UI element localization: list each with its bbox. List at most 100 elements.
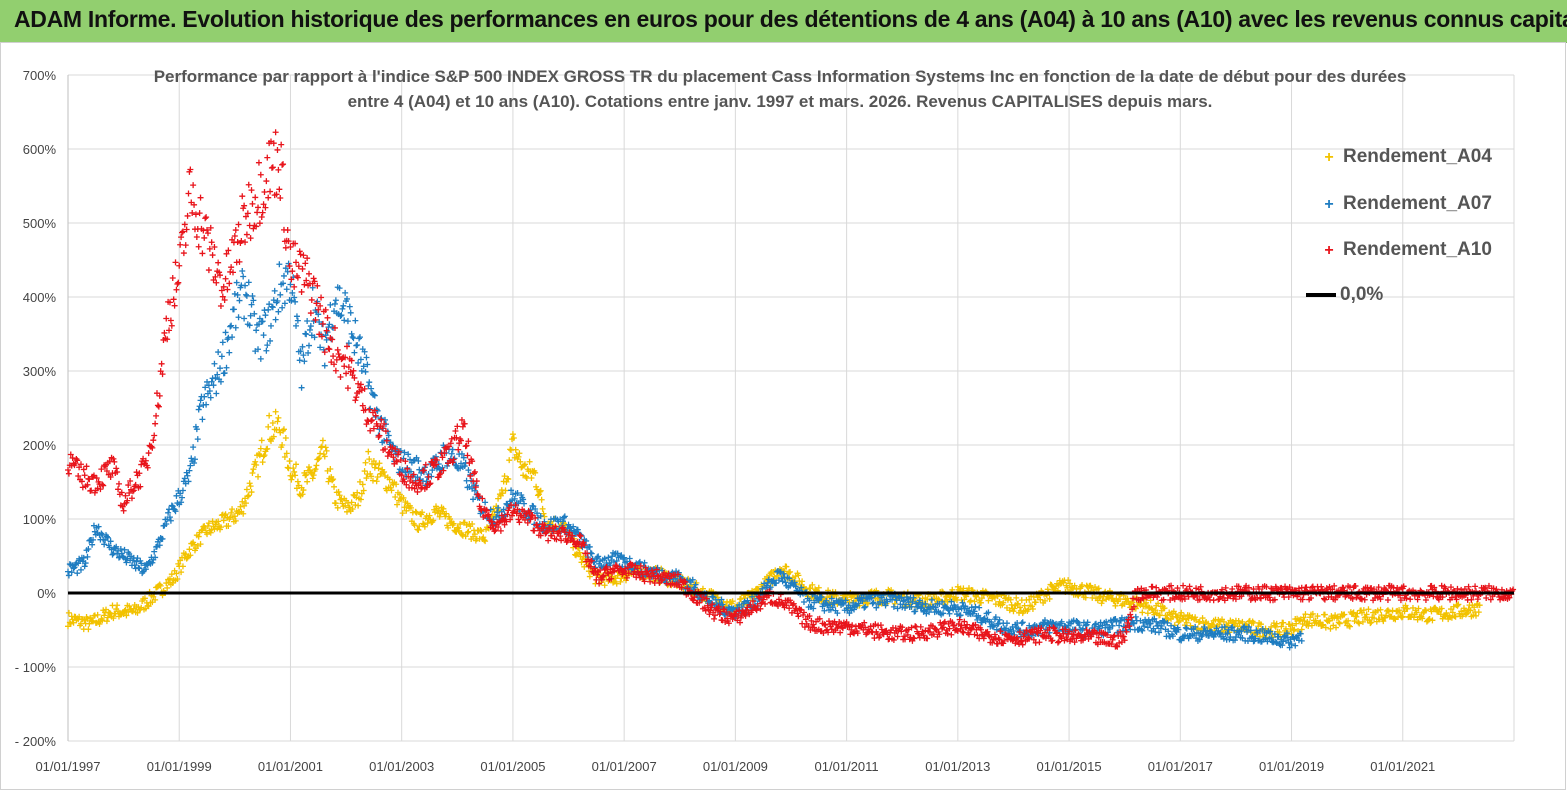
data-point <box>109 551 116 558</box>
data-point <box>613 580 620 587</box>
data-point <box>963 624 970 631</box>
data-point <box>402 469 409 476</box>
data-point <box>1038 625 1045 632</box>
data-point <box>521 500 528 507</box>
data-point <box>978 626 985 633</box>
data-point <box>164 584 171 591</box>
data-point <box>365 448 372 455</box>
data-point <box>1013 594 1020 601</box>
data-point <box>305 349 312 356</box>
data-point <box>1030 636 1037 643</box>
data-point <box>398 472 405 479</box>
data-point <box>256 315 263 322</box>
data-point <box>273 191 280 198</box>
data-point <box>104 534 111 541</box>
data-point <box>77 461 84 468</box>
data-point <box>1192 623 1199 630</box>
data-point <box>194 436 201 443</box>
data-point <box>822 621 829 628</box>
data-point <box>259 318 266 325</box>
legend-marker-zero <box>1306 292 1336 297</box>
data-point <box>208 239 215 246</box>
data-point <box>127 477 134 484</box>
data-point <box>341 317 348 324</box>
data-point <box>610 568 617 575</box>
data-point <box>298 384 305 391</box>
data-point <box>245 279 252 286</box>
data-point <box>123 559 130 566</box>
data-point <box>980 635 987 642</box>
data-point <box>516 519 523 526</box>
data-point <box>610 579 617 586</box>
data-point <box>286 458 293 465</box>
data-point <box>255 450 262 457</box>
data-point <box>313 462 320 469</box>
data-point <box>228 264 235 271</box>
data-point <box>798 606 805 613</box>
data-point <box>293 259 300 266</box>
data-point <box>121 608 128 615</box>
data-point <box>1025 634 1032 641</box>
data-point <box>1422 607 1429 614</box>
data-point <box>1018 620 1025 627</box>
data-point <box>161 329 168 336</box>
data-point <box>400 494 407 501</box>
data-point <box>767 570 774 577</box>
data-point <box>332 297 339 304</box>
data-point <box>242 282 249 289</box>
data-point <box>355 502 362 509</box>
data-point <box>350 335 357 342</box>
data-point <box>204 226 211 233</box>
data-point <box>306 342 312 349</box>
data-point <box>948 631 955 638</box>
data-point <box>322 332 329 339</box>
data-point <box>308 296 315 303</box>
data-point <box>1244 628 1251 635</box>
data-point <box>1266 594 1273 601</box>
data-point <box>464 452 471 459</box>
data-point <box>323 447 330 454</box>
data-point <box>110 455 117 462</box>
data-point <box>605 554 612 561</box>
data-point <box>310 275 317 282</box>
data-point <box>186 467 193 474</box>
data-point <box>482 499 489 506</box>
data-point <box>439 454 446 461</box>
data-point <box>594 554 601 561</box>
data-point <box>1181 613 1188 620</box>
data-point <box>957 612 964 619</box>
data-point <box>754 602 761 609</box>
data-point <box>674 571 681 578</box>
data-point <box>1438 605 1445 612</box>
data-point <box>630 571 637 578</box>
data-point <box>415 458 422 465</box>
data-point <box>282 435 289 442</box>
data-point <box>282 265 289 272</box>
data-point <box>1323 585 1330 592</box>
data-point <box>941 618 948 625</box>
data-point <box>290 465 297 472</box>
data-point <box>1461 585 1468 592</box>
data-point <box>1114 643 1121 650</box>
data-point <box>1123 628 1130 635</box>
data-point <box>492 527 499 534</box>
data-point <box>450 520 457 527</box>
data-point <box>1010 627 1017 634</box>
data-point <box>267 337 274 344</box>
data-point <box>855 600 862 607</box>
data-point <box>511 495 518 502</box>
data-point <box>307 323 314 330</box>
data-point <box>249 469 256 476</box>
data-point <box>1454 602 1461 609</box>
data-point <box>1128 600 1135 607</box>
data-point <box>930 631 937 638</box>
data-point <box>394 501 401 508</box>
data-point <box>495 524 502 531</box>
data-point <box>68 569 75 576</box>
legend-item-a04: + Rendement_A04 <box>1318 146 1492 168</box>
data-point <box>1286 644 1293 651</box>
data-point <box>569 532 576 539</box>
data-point <box>449 459 456 466</box>
data-point <box>376 432 383 439</box>
data-point <box>289 473 296 480</box>
